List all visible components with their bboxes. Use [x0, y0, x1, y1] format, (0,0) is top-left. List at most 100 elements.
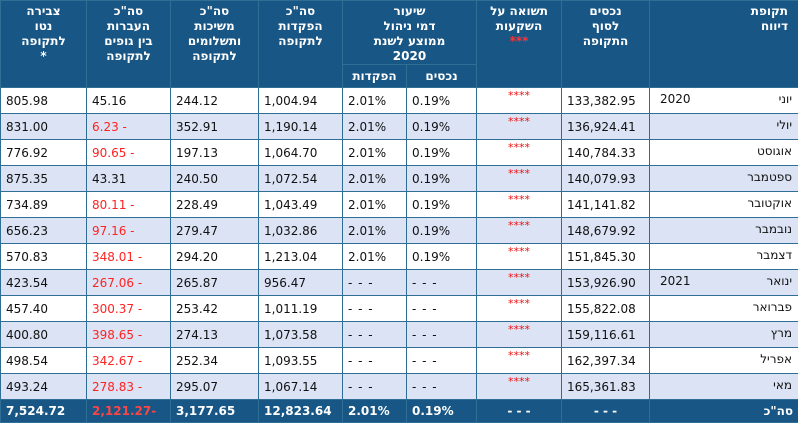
- table-row: יוני 2020 133,382.95 **** 0.19% 2.01% 1,004.94…: [0, 87, 798, 114]
- cell-withdrawals: 295.07: [170, 373, 259, 400]
- cell-fee-deposits: 2.01%: [341, 165, 408, 192]
- cell-net: 734.89: [0, 191, 87, 218]
- cell-return: ****: [476, 87, 563, 114]
- totals-row: סה"כ - - - - - - 0.19% 2.01% 12,823.64 3…: [0, 399, 798, 423]
- cell-year: פברואר: [649, 295, 798, 322]
- cell-return: ****: [476, 373, 563, 400]
- cell-transfers: 43.31: [86, 165, 171, 192]
- cell-withdrawals: 197.13: [170, 139, 259, 166]
- cell-net: 498.54: [0, 347, 87, 374]
- cell-deposits: 1,067.14: [258, 373, 343, 400]
- table-row: ינואר 2021 153,926.90 **** - - -- - -956.47 2…: [0, 269, 798, 296]
- cell-year: ספטמבר: [649, 165, 798, 192]
- cell-return: ****: [476, 321, 563, 348]
- totals-assets: - - -: [561, 399, 651, 423]
- table-row: נובמבר 148,679.92 **** 0.19% 2.01% 1,032.86 27…: [0, 217, 798, 244]
- cell-fee-assets: - - -: [406, 347, 478, 374]
- cell-transfers: - 300.37: [86, 295, 171, 322]
- cell-withdrawals: 253.42: [170, 295, 259, 322]
- cell-deposits: 1,064.70: [258, 139, 343, 166]
- cell-month: אוקטובר: [747, 196, 793, 210]
- cell-return: ****: [476, 217, 563, 244]
- cell-assets: 165,361.83: [561, 373, 651, 400]
- cell-withdrawals: 352.91: [170, 113, 259, 140]
- totals-net: 7,524.72: [0, 399, 87, 423]
- cell-year: מרץ: [649, 321, 798, 348]
- cell-transfers: - 398.65: [86, 321, 171, 348]
- cell-fee-assets: 0.19%: [406, 191, 478, 218]
- cell-deposits: 1,072.54: [258, 165, 343, 192]
- header-withdrawals: סה"כ משיכות ותשלומים לתקופה: [170, 0, 259, 88]
- cell-month: יולי: [776, 118, 793, 132]
- cell-year: יולי: [649, 113, 798, 140]
- cell-withdrawals: 240.50: [170, 165, 259, 192]
- cell-transfers: - 342.67: [86, 347, 171, 374]
- cell-deposits: 1,004.94: [258, 87, 343, 114]
- cell-return: ****: [476, 295, 563, 322]
- table-row: אוגוסט 140,784.33 **** 0.19% 2.01% 1,064.70 19…: [0, 139, 798, 166]
- cell-withdrawals: 228.49: [170, 191, 259, 218]
- cell-transfers: - 267.06: [86, 269, 171, 296]
- cell-transfers: - 6.23: [86, 113, 171, 140]
- cell-fee-deposits: 2.01%: [341, 139, 408, 166]
- cell-month: ינואר: [766, 274, 793, 288]
- header-transfers: סה"כ העברות בין גופים לתקופה: [86, 0, 171, 88]
- table-row: מאי 165,361.83 **** - - -- - -1,067.14 295.0…: [0, 373, 798, 400]
- cell-fee-deposits: 2.01%: [341, 113, 408, 140]
- cell-year: ינואר 2021: [649, 269, 798, 296]
- cell-net: 400.80: [0, 321, 87, 348]
- totals-label: סה"כ: [649, 399, 798, 423]
- cell-month: מאי: [773, 378, 793, 392]
- cell-fee-deposits: - - -: [341, 269, 408, 296]
- cell-fee-assets: 0.19%: [406, 217, 478, 244]
- cell-fee-assets: 0.19%: [406, 113, 478, 140]
- cell-assets: 136,924.41: [561, 113, 651, 140]
- cell-assets: 155,822.08: [561, 295, 651, 322]
- cell-assets: 133,382.95: [561, 87, 651, 114]
- header-fee-assets: נכסים: [406, 64, 478, 88]
- cell-withdrawals: 265.87: [170, 269, 259, 296]
- cell-transfers: - 90.65: [86, 139, 171, 166]
- cell-fee-deposits: 2.01%: [341, 191, 408, 218]
- cell-fee-assets: 0.19%: [406, 165, 478, 192]
- cell-net: 656.23: [0, 217, 87, 244]
- cell-assets: 141,141.82: [561, 191, 651, 218]
- totals-fee-assets: 0.19%: [406, 399, 478, 423]
- totals-fee-deposits: 2.01%: [341, 399, 408, 423]
- cell-deposits: 1,032.86: [258, 217, 343, 244]
- cell-deposits: 1,093.55: [258, 347, 343, 374]
- cell-fee-deposits: - - -: [341, 321, 408, 348]
- cell-return: ****: [476, 243, 563, 270]
- table-row: מרץ 159,116.61 **** - - -- - -1,073.58 274.1…: [0, 321, 798, 348]
- cell-transfers: - 80.11: [86, 191, 171, 218]
- table-row: אפריל 162,397.34 **** - - -- - -1,093.55 252…: [0, 347, 798, 374]
- cell-net: 776.92: [0, 139, 87, 166]
- cell-assets: 153,926.90: [561, 269, 651, 296]
- header-return: תשואה על השקעות ***: [476, 0, 563, 88]
- cell-assets: 140,784.33: [561, 139, 651, 166]
- cell-year: אוקטובר: [649, 191, 798, 218]
- cell-fee-deposits: 2.01%: [341, 243, 408, 270]
- cell-deposits: 1,190.14: [258, 113, 343, 140]
- cell-fee-assets: 0.19%: [406, 243, 478, 270]
- header-deposits: סה"כ הפקדות לתקופה: [258, 0, 343, 88]
- cell-deposits: 1,011.19: [258, 295, 343, 322]
- cell-month: אוגוסט: [756, 144, 793, 158]
- cell-assets: 162,397.34: [561, 347, 651, 374]
- cell-net: 875.35: [0, 165, 87, 192]
- cell-net: 423.54: [0, 269, 87, 296]
- table-row: אוקטובר 141,141.82 **** 0.19% 2.01% 1,043.49 2…: [0, 191, 798, 218]
- totals-return: - - -: [476, 399, 563, 423]
- cell-fee-assets: 0.19%: [406, 139, 478, 166]
- cell-return: ****: [476, 139, 563, 166]
- cell-deposits: 1,213.04: [258, 243, 343, 270]
- totals-deposits: 12,823.64: [258, 399, 343, 423]
- cell-month: פברואר: [752, 300, 793, 314]
- return-footnote-mark: ***: [509, 34, 529, 48]
- cell-fee-assets: - - -: [406, 295, 478, 322]
- cell-net: 831.00: [0, 113, 87, 140]
- cell-withdrawals: 294.20: [170, 243, 259, 270]
- cell-net: 570.83: [0, 243, 87, 270]
- cell-year: אוגוסט: [649, 139, 798, 166]
